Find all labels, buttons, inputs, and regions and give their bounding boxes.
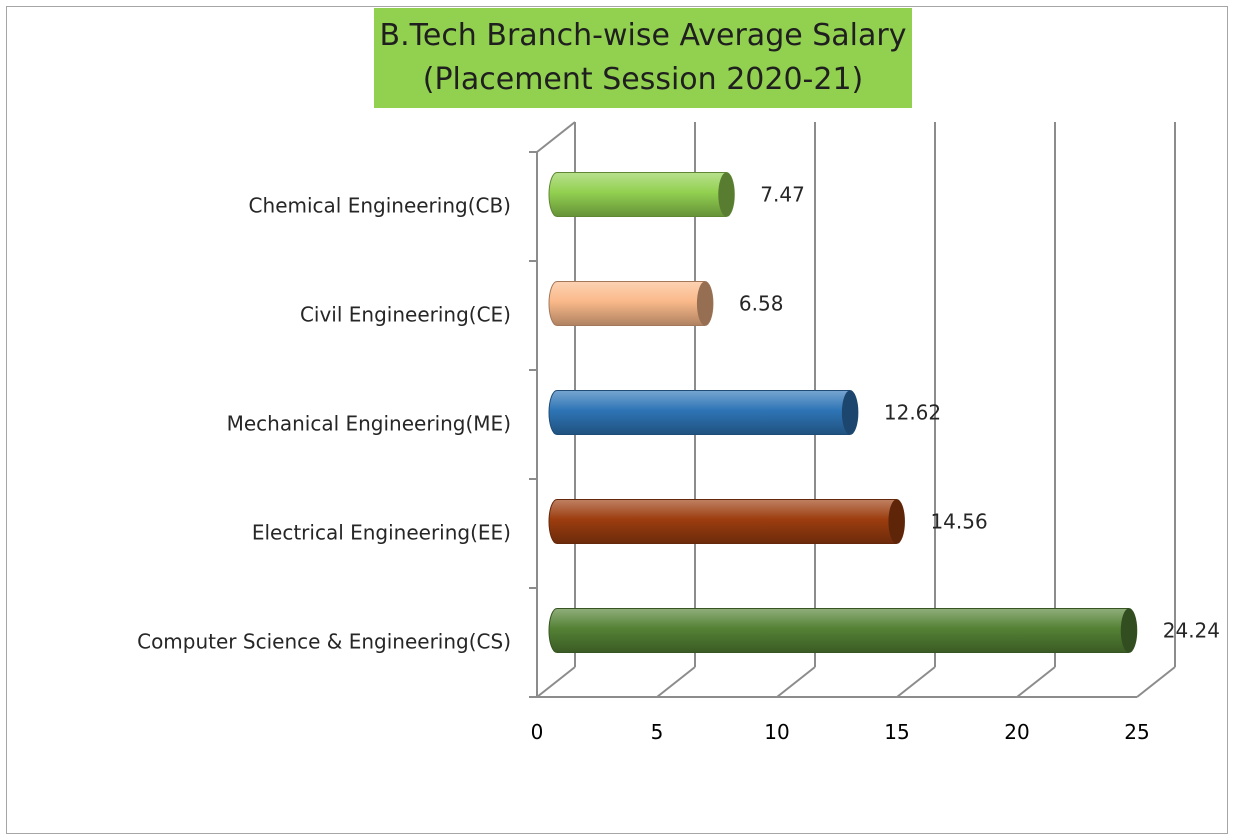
bar-end-cap	[718, 172, 735, 217]
bar	[548, 608, 1138, 653]
labels-layer: 0 5 10 15 20 25 Chemical Engineering(CB) 7.47 Ci…	[137, 183, 1220, 745]
floor-gridline	[1136, 666, 1176, 698]
data-label: 12.62	[884, 401, 941, 425]
bar-end-cap	[696, 281, 713, 326]
bar-end-cap	[1120, 608, 1137, 653]
data-label: 7.47	[760, 183, 805, 207]
bar	[548, 390, 859, 435]
bar	[548, 281, 714, 326]
floor-gridline	[776, 666, 816, 698]
x-tick-label: 25	[1124, 720, 1149, 744]
x-tick-label: 5	[651, 720, 664, 744]
category-label: Electrical Engineering(EE)	[252, 521, 511, 545]
bars-layer	[548, 172, 1138, 653]
category-label: Chemical Engineering(CB)	[249, 194, 511, 218]
floor-gridline	[1016, 666, 1056, 698]
bar	[548, 499, 905, 544]
data-label: 24.24	[1163, 619, 1220, 643]
category-label: Computer Science & Engineering(CS)	[137, 630, 511, 654]
bar-end-cap	[888, 499, 905, 544]
wall-top-edge	[536, 121, 576, 153]
category-label: Civil Engineering(CE)	[300, 303, 511, 327]
bar	[548, 172, 735, 217]
data-label: 14.56	[930, 510, 987, 534]
floor-gridline	[896, 666, 936, 698]
x-tick-label: 10	[764, 720, 789, 744]
x-tick-label: 0	[531, 720, 544, 744]
x-tick-label: 20	[1004, 720, 1029, 744]
floor-gridline	[536, 666, 576, 698]
chart-subtitle-line: (Placement Session 2020-21)	[422, 62, 864, 97]
data-label: 6.58	[739, 292, 784, 316]
bar-end-cap	[841, 390, 858, 435]
floor-gridline	[656, 666, 696, 698]
x-tick-label: 15	[884, 720, 909, 744]
category-label: Mechanical Engineering(ME)	[227, 412, 511, 436]
chart-title-line: B.Tech Branch-wise Average Salary	[379, 18, 907, 53]
chart-title: B.Tech Branch-wise Average Salary (Place…	[374, 8, 912, 108]
